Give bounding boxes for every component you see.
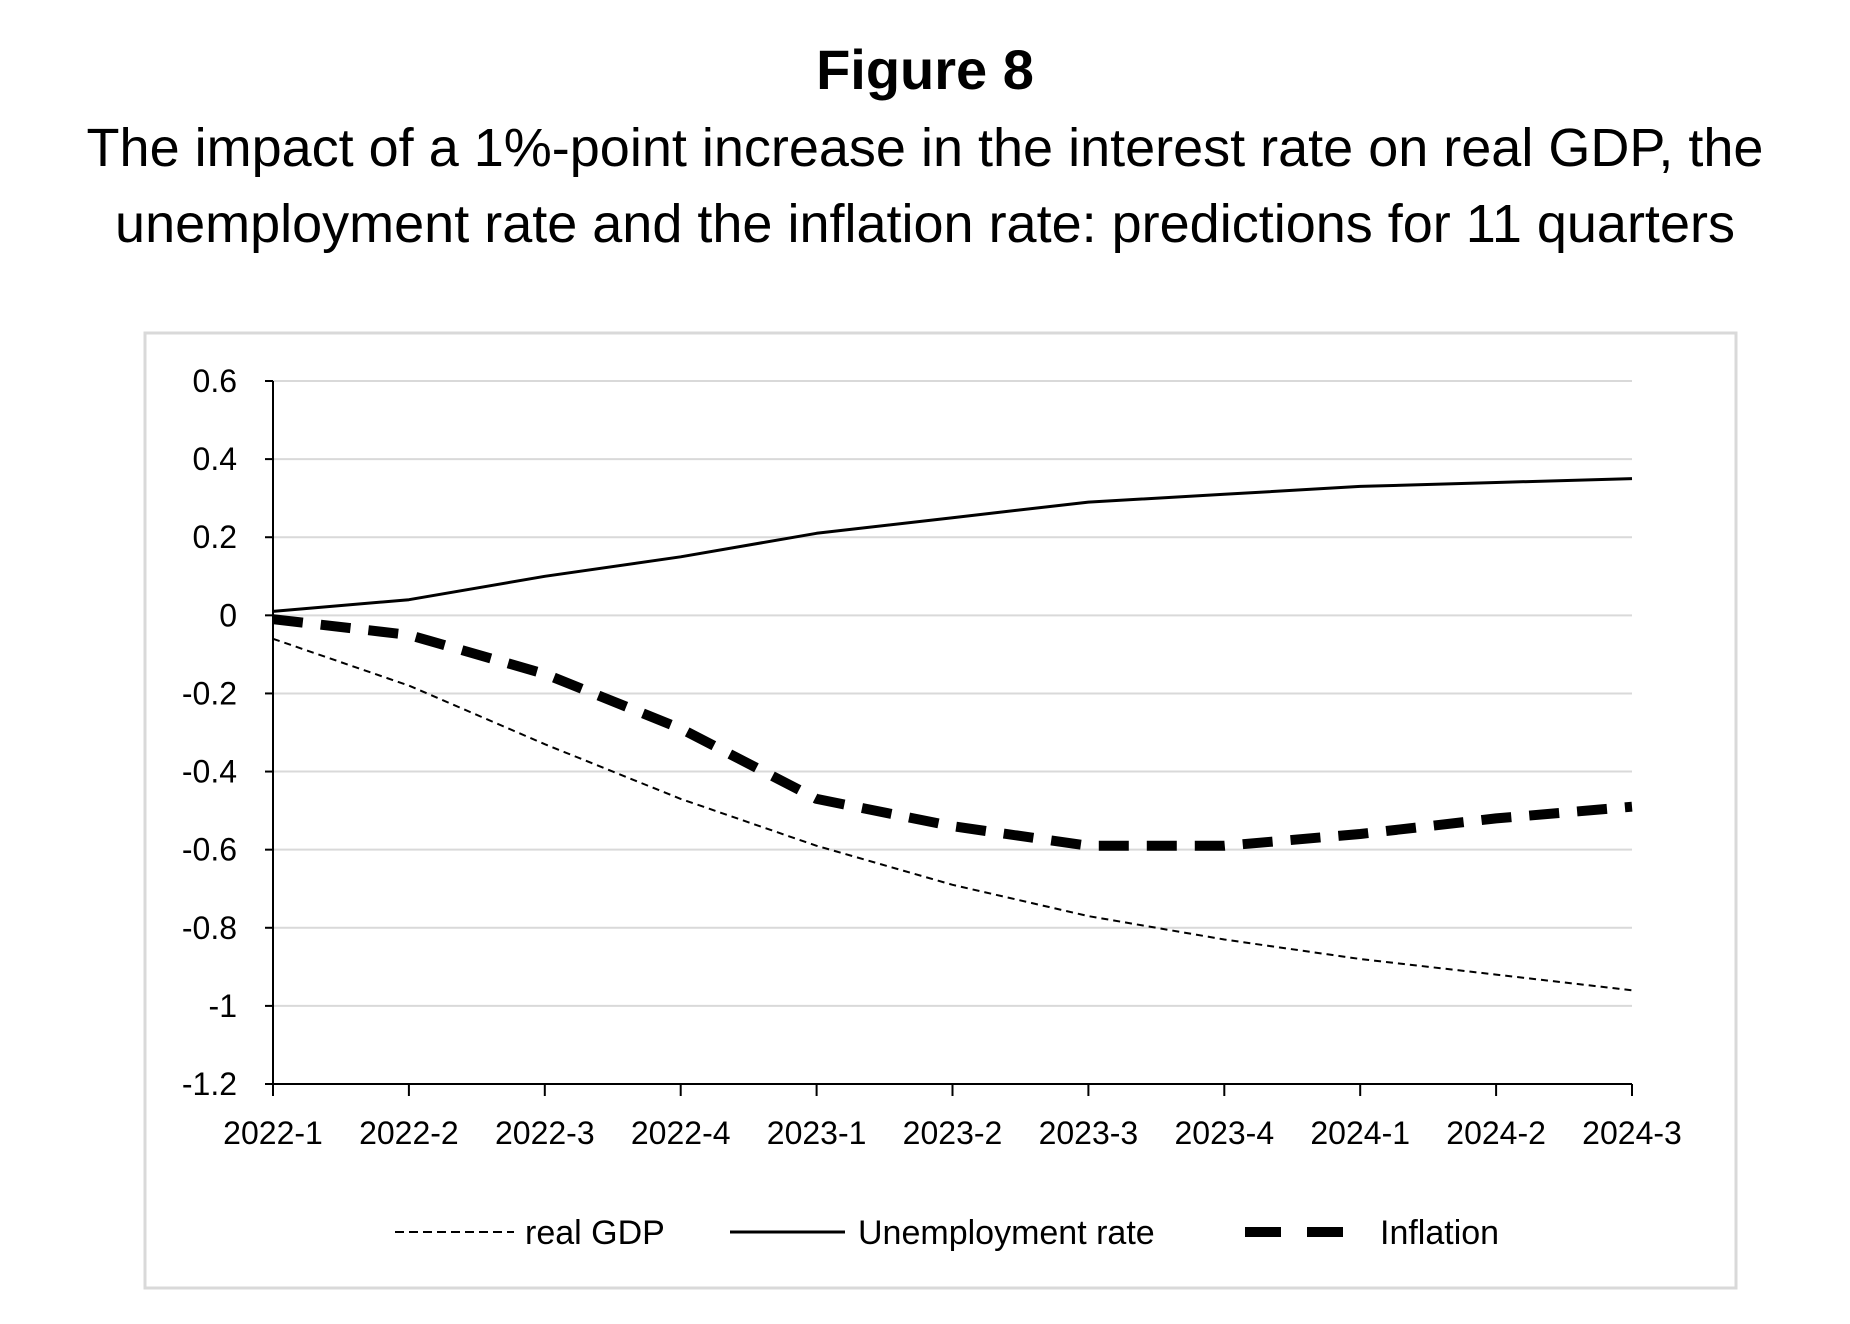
series-line-real-gdp [272,637,1633,992]
chart-title: The impact of a 1%-point increase in the… [86,118,1764,254]
chart-frame [143,331,1738,1290]
x-tick-label: 2022-3 [495,1115,595,1151]
y-tick-label: 0.6 [193,363,237,399]
y-tick-label: -1 [209,988,237,1024]
x-tick-label: 2023-4 [1174,1115,1274,1151]
x-tick-label: 2022-2 [359,1115,459,1151]
y-tick-label: 0 [219,597,237,633]
x-tick-label: 2024-3 [1582,1115,1682,1151]
y-tick-label: -1.2 [182,1066,237,1102]
series-lines [272,477,1633,992]
y-tick-label: -0.2 [182,675,237,711]
y-tick-label: -0.4 [182,754,237,790]
chart-titles: Figure 8 The impact of a 1%-point increa… [0,30,1850,262]
x-tick-label: 2023-3 [1039,1115,1139,1151]
x-tick-label: 2023-1 [767,1115,867,1151]
y-tick-label: 0.2 [193,519,237,555]
y-tick-label: -0.8 [182,910,237,946]
x-tick-label: 2022-4 [631,1115,731,1151]
gridlines [273,380,1632,1007]
legend-label: Inflation [1380,1214,1499,1252]
legend-label: Unemployment rate [858,1214,1155,1252]
series-line-unemployment-rate [272,477,1633,613]
x-tick-label: 2024-2 [1446,1115,1546,1151]
legend-label: real GDP [525,1214,665,1252]
y-tick-label: 0.4 [193,441,237,477]
x-tick-label: 2023-2 [903,1115,1003,1151]
series-line-inflation [272,614,1633,851]
x-tick-label: 2024-1 [1310,1115,1410,1151]
y-tick-label: -0.6 [182,832,237,868]
figure-label: Figure 8 [816,38,1034,101]
legend: real GDP Unemployment rate Inflation [395,1214,1499,1252]
axes: 0.6 0.4 0.2 0 -0.2 -0.4 -0.6 -0.8 -1 -1.2 2022-1 20… [182,363,1682,1151]
x-tick-label: 2022-1 [223,1115,323,1151]
